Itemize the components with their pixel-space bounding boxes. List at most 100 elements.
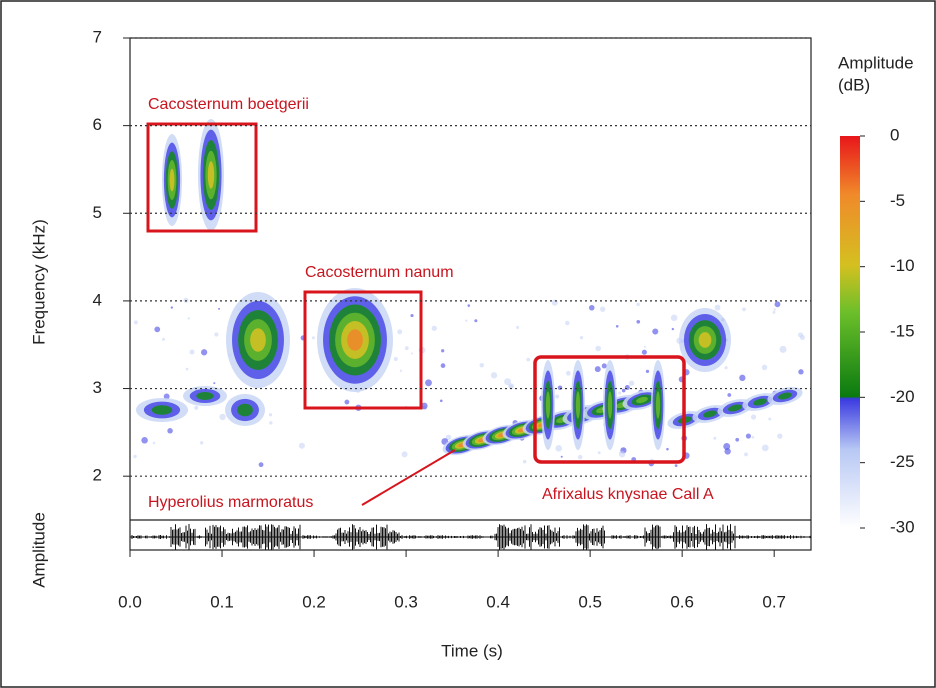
y-tick-label: 4 xyxy=(93,290,102,309)
speckle xyxy=(152,441,156,445)
speckle xyxy=(441,349,445,353)
blob-layer xyxy=(655,391,661,419)
speckle xyxy=(615,324,619,328)
speckle xyxy=(162,337,166,341)
speckle xyxy=(399,369,403,372)
speckle xyxy=(393,357,398,362)
speckle xyxy=(674,464,678,468)
speckle xyxy=(618,391,622,395)
x-label: Time (s) xyxy=(441,641,503,660)
x-tick-label: 0.2 xyxy=(302,592,326,611)
speckle xyxy=(621,388,626,393)
blob-layer xyxy=(778,392,792,400)
y-tick-label: 2 xyxy=(93,466,102,485)
speckle xyxy=(522,459,527,464)
colorbar-tick-label: -5 xyxy=(890,191,905,210)
speckle xyxy=(218,307,221,310)
speckle xyxy=(269,421,273,425)
blob xyxy=(136,398,188,422)
blob-layer xyxy=(575,391,581,419)
speckle xyxy=(624,384,630,391)
speckle xyxy=(745,433,752,439)
speckle xyxy=(643,345,646,348)
speckle xyxy=(189,349,195,355)
speckle xyxy=(516,325,520,329)
speckle xyxy=(410,313,414,318)
colorbar-tick-label: -25 xyxy=(890,452,915,471)
blob xyxy=(183,386,227,406)
blob xyxy=(767,387,803,405)
colorbar-title: (dB) xyxy=(838,75,870,94)
speckle xyxy=(645,369,650,373)
blob-layer xyxy=(698,332,712,348)
speckle xyxy=(666,447,669,451)
annotation-arrow xyxy=(361,449,456,506)
speckle xyxy=(439,399,443,403)
annotation-box xyxy=(146,122,258,233)
speckle xyxy=(133,454,137,459)
speckle xyxy=(187,317,190,320)
speckle xyxy=(141,436,148,444)
speckle xyxy=(565,370,571,376)
y-tick-label: 6 xyxy=(93,115,102,134)
speckle xyxy=(797,332,804,338)
speckle xyxy=(200,441,204,445)
y-tick-label: 3 xyxy=(93,378,102,397)
speckle xyxy=(555,444,563,452)
x-tick-label: 0.7 xyxy=(762,592,786,611)
speckle xyxy=(727,393,732,397)
blob-layer xyxy=(703,410,717,418)
colorbar-tick-label: -30 xyxy=(890,517,915,536)
speckle xyxy=(671,327,674,331)
speckle xyxy=(194,405,199,410)
speckle xyxy=(773,308,776,311)
speckle xyxy=(577,454,583,460)
speckle xyxy=(761,364,768,371)
speckle xyxy=(777,433,783,439)
speckle xyxy=(311,336,315,340)
speckle xyxy=(557,385,563,391)
speckle xyxy=(751,435,755,439)
speckle xyxy=(344,399,350,405)
annotation-box xyxy=(303,290,423,410)
annotation-box xyxy=(533,355,686,464)
amplitude-label: Amplitude xyxy=(29,512,48,588)
speckle xyxy=(298,442,305,449)
speckle xyxy=(421,402,428,410)
blob xyxy=(226,292,290,388)
speckle xyxy=(597,451,601,455)
blob-layer xyxy=(151,405,173,415)
plot-frame xyxy=(129,37,812,551)
speckle xyxy=(772,310,776,314)
speckle xyxy=(425,379,432,387)
waveform-trace xyxy=(130,524,811,550)
blob xyxy=(541,360,555,450)
speckle xyxy=(641,349,647,355)
colorbar-title: Amplitude xyxy=(838,53,914,72)
speckle xyxy=(410,352,414,355)
speckle xyxy=(440,363,446,368)
colorbar-tick-label: -15 xyxy=(890,321,915,340)
blob-layer xyxy=(545,391,551,419)
speckle xyxy=(636,319,641,324)
x-tick-label: 0.0 xyxy=(118,592,142,611)
speckle xyxy=(526,357,531,362)
speckle xyxy=(594,366,601,373)
blob xyxy=(198,119,224,231)
blob xyxy=(162,134,182,226)
speckle xyxy=(133,320,138,325)
speckle xyxy=(739,374,746,381)
speckle xyxy=(601,363,607,369)
blob-layer xyxy=(169,168,175,192)
colorbar-tick-label: -20 xyxy=(890,387,915,406)
speckle xyxy=(465,319,468,322)
blob xyxy=(225,394,265,426)
speckle xyxy=(579,335,584,340)
y-tick-label: 7 xyxy=(93,27,102,46)
speckle xyxy=(589,304,595,311)
speckle xyxy=(560,455,563,458)
speckle xyxy=(798,369,804,375)
speckle xyxy=(636,302,640,307)
speckle xyxy=(185,367,189,371)
speckle xyxy=(774,301,781,308)
